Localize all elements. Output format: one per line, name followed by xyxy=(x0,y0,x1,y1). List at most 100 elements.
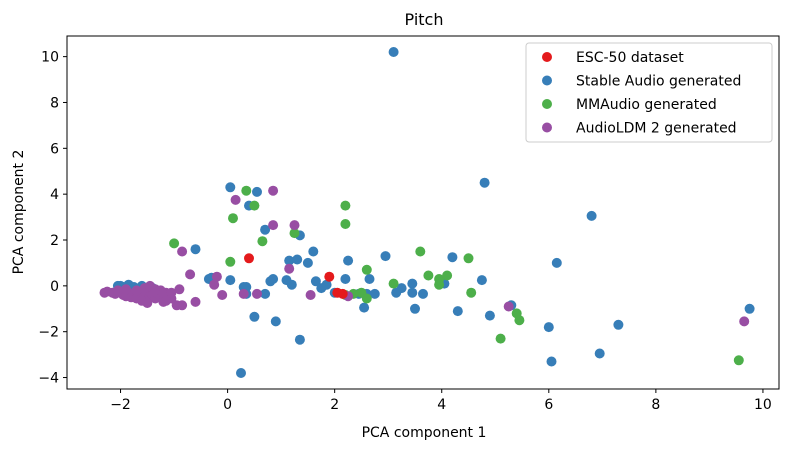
data-point xyxy=(305,290,316,300)
data-point xyxy=(415,246,426,257)
data-point xyxy=(209,279,220,290)
data-point xyxy=(586,210,597,221)
x-tick-label: 0 xyxy=(223,397,232,413)
data-point xyxy=(310,276,321,287)
data-point xyxy=(407,278,418,289)
y-tick-label: 4 xyxy=(50,187,59,203)
data-point xyxy=(452,306,463,317)
data-point xyxy=(463,253,474,264)
y-tick-label: 8 xyxy=(50,95,59,111)
data-point xyxy=(190,296,201,307)
data-point xyxy=(284,255,295,266)
data-point xyxy=(733,355,744,366)
data-point xyxy=(316,283,327,294)
data-point xyxy=(514,315,525,326)
data-point xyxy=(112,285,123,296)
data-point xyxy=(308,246,319,257)
data-point xyxy=(442,270,453,281)
plot-frame xyxy=(66,35,780,390)
x-tick-label: 4 xyxy=(437,397,446,413)
data-point xyxy=(447,252,458,263)
data-point xyxy=(166,287,177,298)
axes: −2 0 2 4 6 8 10 −4 −2 0 2 4 6 8 10 xyxy=(38,35,780,413)
series-esc-50-dataset xyxy=(244,253,348,299)
x-tick-label: 6 xyxy=(544,397,553,413)
data-point xyxy=(364,274,375,284)
data-point xyxy=(289,220,300,231)
legend-label: MMAudio generated xyxy=(576,97,717,113)
data-point xyxy=(423,270,434,281)
y-tick-label: 6 xyxy=(50,141,59,157)
legend-marker xyxy=(542,75,552,86)
data-point xyxy=(359,302,370,313)
data-point xyxy=(238,288,249,299)
x-axis-label: PCA component 1 xyxy=(362,425,487,441)
data-point xyxy=(268,220,279,231)
legend-label: AudioLDM 2 generated xyxy=(576,121,737,137)
data-point xyxy=(503,301,514,312)
y-tick-label: 10 xyxy=(41,50,59,66)
data-point xyxy=(260,288,271,299)
legend-marker xyxy=(542,99,552,109)
data-point xyxy=(476,275,487,286)
data-point xyxy=(174,284,185,295)
data-point xyxy=(369,288,380,299)
data-point xyxy=(244,253,254,264)
data-point xyxy=(185,269,196,280)
data-point xyxy=(594,348,605,359)
data-point xyxy=(228,213,238,224)
y-axis-label: PCA component 2 xyxy=(11,150,27,275)
data-point xyxy=(466,287,477,298)
data-point xyxy=(230,194,241,205)
y-tick-label: −4 xyxy=(38,371,59,387)
data-point xyxy=(361,293,372,304)
data-point xyxy=(361,264,372,275)
data-point xyxy=(546,356,557,367)
data-point xyxy=(252,186,262,197)
chart-title: Pitch xyxy=(405,10,444,29)
y-tick-label: −2 xyxy=(38,325,59,341)
data-point xyxy=(177,246,188,257)
data-point xyxy=(268,274,279,284)
data-point xyxy=(249,311,260,322)
legend-label: ESC-50 dataset xyxy=(576,50,684,66)
y-tick-label: 2 xyxy=(50,233,59,249)
data-point xyxy=(388,47,399,57)
data-point xyxy=(324,271,335,282)
data-point xyxy=(268,185,279,196)
data-point xyxy=(391,287,402,298)
legend-marker xyxy=(542,52,552,62)
legend-marker xyxy=(542,122,552,133)
data-point xyxy=(241,185,252,196)
y-tick-label: 0 xyxy=(50,279,59,295)
data-point xyxy=(418,288,428,299)
data-point xyxy=(343,255,354,266)
data-point xyxy=(249,200,260,211)
data-point xyxy=(289,228,300,239)
data-point xyxy=(340,274,351,284)
data-point xyxy=(551,257,562,268)
data-point xyxy=(286,279,297,290)
data-point xyxy=(302,257,313,268)
scatter-points xyxy=(99,47,755,378)
data-point xyxy=(284,263,295,274)
data-point xyxy=(484,310,495,321)
x-tick-label: 8 xyxy=(651,397,660,413)
data-point xyxy=(739,316,750,327)
data-point xyxy=(294,334,305,345)
data-point xyxy=(217,290,228,300)
data-point xyxy=(479,177,490,188)
data-point xyxy=(410,303,420,314)
data-point xyxy=(142,298,153,308)
data-point xyxy=(225,275,236,286)
data-point xyxy=(190,244,201,255)
data-point xyxy=(270,316,281,327)
data-point xyxy=(252,288,262,299)
data-point xyxy=(340,219,351,229)
data-point xyxy=(292,254,303,265)
x-tick-label: 2 xyxy=(330,397,339,413)
data-point xyxy=(169,238,180,249)
legend-box xyxy=(525,42,773,143)
data-point xyxy=(211,271,222,282)
data-point xyxy=(613,319,624,330)
